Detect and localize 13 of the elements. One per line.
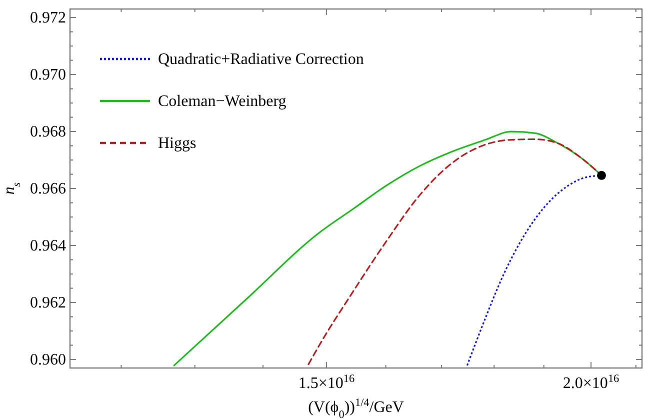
y-tick-label: 0.968 <box>30 124 66 141</box>
legend-label: Higgs <box>158 135 196 152</box>
y-tick-label: 0.960 <box>30 351 66 368</box>
x-tick-label: 2.0×10$^{16}$ <box>562 373 620 392</box>
x-tick-label: 1.5×10$^{16}$ <box>298 373 355 392</box>
legend-label: Quadratic+Radiative Correction <box>158 51 364 68</box>
y-tick-label: 0.962 <box>30 294 66 312</box>
x-axis-title: (V(ϕ$_{0}$))$^{1/4}$/GeV <box>308 397 404 419</box>
y-tick-label: 0.972 <box>30 10 66 27</box>
y-tick-label: 0.964 <box>30 237 66 254</box>
y-tick-label: 0.970 <box>30 66 66 84</box>
y-tick-label: 0.966 <box>30 180 66 198</box>
legend-label: Coleman−Weinberg <box>158 93 286 110</box>
